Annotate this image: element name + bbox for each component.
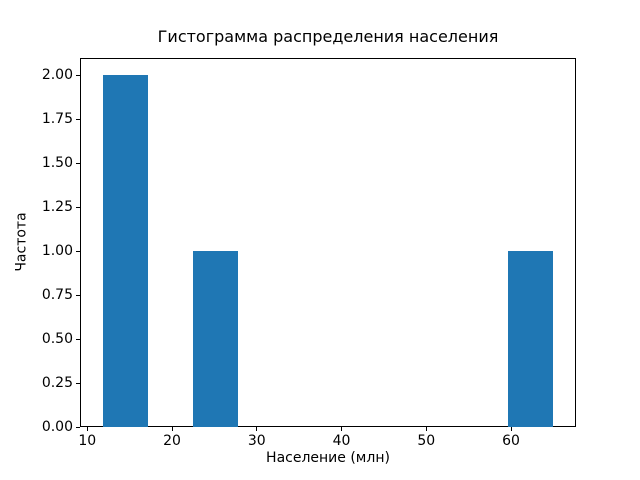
x-axis-label: Население (млн) <box>266 450 390 466</box>
x-tick-label: 60 <box>502 432 520 449</box>
x-tick-label: 30 <box>247 432 266 449</box>
y-tick-mark <box>76 294 80 296</box>
histogram-bar <box>508 251 554 428</box>
y-tick-mark <box>76 382 80 384</box>
x-tick-mark <box>341 427 343 432</box>
y-tick-mark <box>76 118 80 120</box>
x-tick-label: 10 <box>78 432 97 449</box>
x-tick-mark <box>86 427 88 432</box>
y-tick-label: 1.75 <box>41 111 73 128</box>
y-tick-mark <box>76 426 80 428</box>
y-tick-mark <box>76 338 80 340</box>
y-tick-label: 2.00 <box>41 67 73 84</box>
y-tick-label: 0.00 <box>41 419 73 436</box>
y-tick-label: 0.25 <box>41 375 73 392</box>
chart-title: Гистограмма распределения населения <box>157 27 499 46</box>
y-axis-label: Частота <box>13 212 30 273</box>
y-tick-label: 1.50 <box>41 155 73 172</box>
x-tick-label: 20 <box>163 432 181 449</box>
x-tick-label: 50 <box>417 432 436 449</box>
x-tick-mark <box>425 427 427 432</box>
plot-area: 10 20 30 40 50 60 0.00 0.25 0.50 0.75 1.00 1.25 1.50… <box>42 57 576 449</box>
histogram-bar <box>192 251 238 428</box>
axes-box <box>80 57 576 428</box>
x-tick-mark <box>256 427 258 432</box>
x-tick-label: 40 <box>332 432 351 449</box>
x-tick-mark <box>510 427 512 432</box>
y-tick-mark <box>76 250 80 252</box>
y-tick-label: 1.25 <box>41 199 73 216</box>
y-tick-label: 1.00 <box>41 243 73 260</box>
y-tick-mark <box>76 206 80 208</box>
x-tick-mark <box>171 427 173 432</box>
histogram-bar <box>102 75 148 428</box>
y-tick-mark <box>76 74 80 76</box>
y-tick-mark <box>76 162 80 164</box>
y-tick-label: 0.50 <box>41 331 73 348</box>
y-tick-label: 0.75 <box>41 287 73 304</box>
